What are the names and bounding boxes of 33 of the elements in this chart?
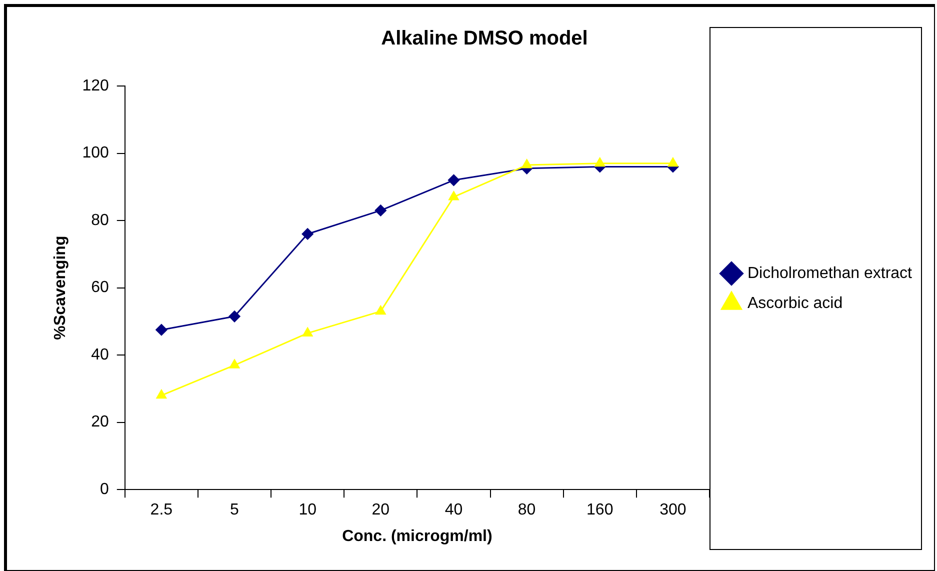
point	[156, 324, 168, 336]
chart-title: Alkaline DMSO model	[381, 28, 588, 50]
x-tick-label: 2.5	[150, 502, 173, 519]
x-tick-label: 20	[372, 502, 390, 519]
x-tick-label: 40	[444, 502, 463, 519]
x-tick-label: 10	[298, 502, 317, 519]
point	[374, 204, 386, 216]
x-tick-label: 300	[660, 502, 686, 519]
point	[302, 327, 313, 336]
y-tick-label: 120	[82, 77, 109, 94]
x-tick-label: 160	[586, 502, 614, 519]
legend-label: Ascorbic acid	[747, 294, 843, 312]
point	[302, 228, 314, 240]
y-tick-label: 40	[91, 346, 109, 364]
point	[594, 158, 605, 167]
legend-label: Dicholromethan extract	[747, 264, 913, 282]
y-tick-label: 20	[91, 414, 109, 431]
point	[156, 390, 167, 399]
y-tick-label: 80	[91, 212, 109, 229]
y-tick-label: 60	[91, 279, 109, 296]
point	[448, 174, 460, 186]
x-tick-label: 80	[518, 502, 536, 519]
y-tick-label: 100	[82, 144, 109, 162]
point	[522, 159, 532, 168]
point	[376, 306, 386, 315]
x-axis-title: Conc. (microgm/ml)	[342, 528, 492, 545]
point	[668, 158, 678, 167]
y-tick-label: 0	[100, 481, 109, 498]
x-tick-label: 5	[230, 502, 240, 519]
point	[229, 359, 240, 368]
point	[448, 191, 459, 200]
point	[228, 310, 240, 322]
y-axis-title: %Scavenging	[52, 236, 70, 340]
